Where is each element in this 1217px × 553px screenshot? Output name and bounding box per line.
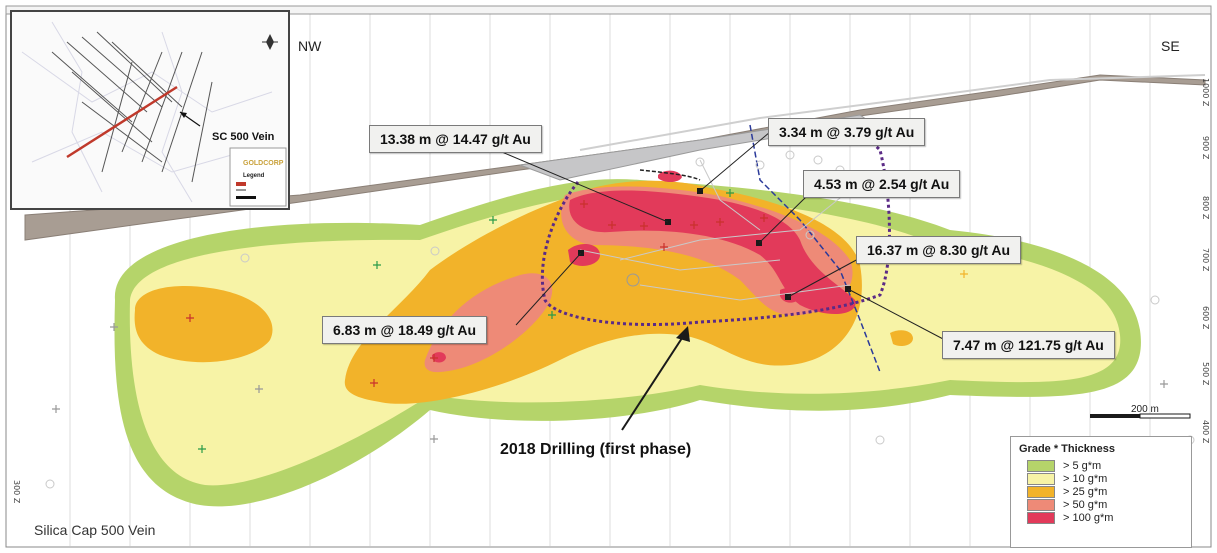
- elevation-label: 300 Z: [12, 480, 21, 504]
- fault-line-1: [749, 124, 881, 373]
- legend-swatch: [1027, 511, 1055, 524]
- legend-item: > 50 g*m: [1027, 498, 1191, 511]
- inset-vein-trace: [66, 85, 178, 159]
- callout-intercept: 4.53 m @ 2.54 g/t Au: [803, 170, 961, 198]
- callout-intercept: 16.37 m @ 8.30 g/t Au: [856, 236, 1022, 264]
- elevation-label: 1000 Z: [1201, 78, 1210, 107]
- callout-leaders: [489, 131, 946, 341]
- elevation-label: 800 Z: [1201, 196, 1210, 220]
- legend-label: > 50 g*m: [1063, 498, 1108, 511]
- direction-nw: NW: [298, 38, 322, 54]
- inset-legend-title: Legend: [243, 173, 265, 179]
- legend-item: > 5 g*m: [1027, 459, 1191, 472]
- callout-intercept: 7.47 m @ 121.75 g/t Au: [942, 331, 1115, 359]
- legend-swatch: [1027, 485, 1055, 498]
- legend-swatch: [1027, 459, 1055, 472]
- scale-label: 200 m: [1131, 404, 1159, 415]
- legend-label: > 5 g*m: [1063, 459, 1102, 472]
- elevation-label: 500 Z: [1201, 362, 1210, 386]
- drill-traces: [45, 150, 1195, 489]
- scale-bar: [1090, 413, 1191, 419]
- elevation-label: 400 Z: [1201, 420, 1210, 444]
- north-arrow-icon: [262, 34, 278, 50]
- grade-shell-25-west: [134, 286, 273, 363]
- drilling-arrow: [621, 326, 690, 431]
- drill-pierce-markers: [52, 189, 1168, 453]
- elevation-label: 600 Z: [1201, 306, 1210, 330]
- drilling-outline: [540, 118, 891, 327]
- legend-swatch: [1027, 472, 1055, 485]
- legend-item: > 25 g*m: [1027, 485, 1191, 498]
- goldcorp-logo: GOLDCORP: [243, 160, 284, 167]
- legend-label: > 10 g*m: [1063, 472, 1108, 485]
- section-title: Silica Cap 500 Vein: [34, 522, 156, 538]
- grade-shell-100: [432, 170, 856, 363]
- inset-location-map: SC 500 Vein GOLDCORP Legend: [10, 10, 290, 210]
- callout-intercept: 13.38 m @ 14.47 g/t Au: [369, 125, 542, 153]
- inset-map-graphic: [12, 12, 288, 208]
- legend-item: > 100 g*m: [1027, 511, 1191, 524]
- legend-item: > 10 g*m: [1027, 472, 1191, 485]
- elevation-axis: 1000 Z 900 Z 800 Z 700 Z 600 Z 500 Z 400…: [1201, 78, 1210, 444]
- elevation-label: 700 Z: [1201, 248, 1210, 272]
- grade-shell-25-east: [890, 330, 913, 346]
- callout-intercept: 3.34 m @ 3.79 g/t Au: [768, 118, 926, 146]
- callout-intercept: 6.83 m @ 18.49 g/t Au: [322, 316, 488, 344]
- legend-label: > 25 g*m: [1063, 485, 1108, 498]
- elevation-axis-left: 300 Z: [12, 480, 21, 504]
- drilling-label: 2018 Drilling (first phase): [500, 441, 692, 458]
- fault-line-2: [639, 169, 701, 181]
- inset-vein-label: SC 500 Vein: [212, 131, 275, 143]
- legend-swatch: [1027, 498, 1055, 511]
- legend-label: > 100 g*m: [1063, 511, 1114, 524]
- grade-legend: Grade * Thickness > 5 g*m > 10 g*m > 25 …: [1010, 436, 1192, 548]
- direction-se: SE: [1161, 38, 1180, 54]
- elevation-label: 900 Z: [1201, 136, 1210, 160]
- upper-surface-line: [579, 74, 1206, 151]
- legend-title: Grade * Thickness: [1019, 443, 1115, 455]
- top-ruler: [5, 5, 1212, 15]
